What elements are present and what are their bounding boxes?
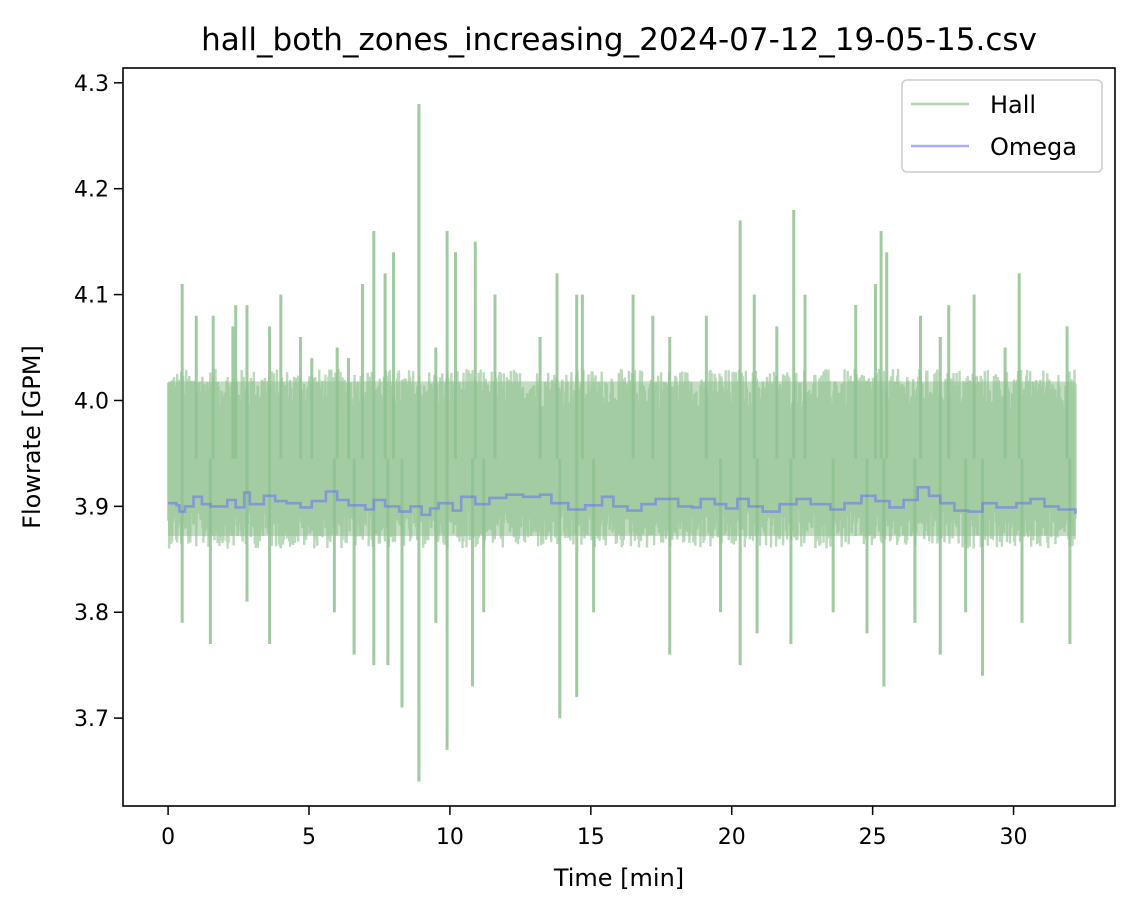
y-tick-label: 4.3 [74,72,109,97]
omega-line [168,486,1077,517]
y-tick-label: 3.8 [74,601,109,626]
x-tick-label: 30 [1000,825,1028,850]
x-tick-label: 10 [436,825,464,850]
legend-label-hall: Hall [990,91,1036,119]
hall-series [166,104,1077,782]
x-tick-label: 0 [161,825,175,850]
legend-label-omega: Omega [990,133,1077,161]
y-tick-label: 4.0 [74,389,109,414]
chart-title: hall_both_zones_increasing_2024-07-12_19… [201,22,1037,58]
plot-frame [122,67,1116,807]
omega-series [168,486,1077,517]
x-tick-label: 25 [859,825,887,850]
x-axis-label: Time [min] [553,864,684,892]
x-tick-label: 15 [577,825,605,850]
y-tick-label: 4.1 [74,284,109,309]
hall-dense-band [168,381,1076,536]
x-tick-label: 5 [302,825,316,850]
x-axis-ticks: 0 5 10 15 20 25 30 [161,806,1028,850]
y-tick-label: 3.9 [74,495,109,520]
x-tick-label: 20 [718,825,746,850]
legend: Hall Omega [901,79,1103,173]
y-tick-label: 4.2 [74,178,109,203]
y-tick-label: 3.7 [74,707,109,732]
y-axis-ticks: 3.7 3.8 3.9 4.0 4.1 4.2 4.3 [74,72,123,732]
y-axis-label: Flowrate [GPM] [18,345,46,529]
